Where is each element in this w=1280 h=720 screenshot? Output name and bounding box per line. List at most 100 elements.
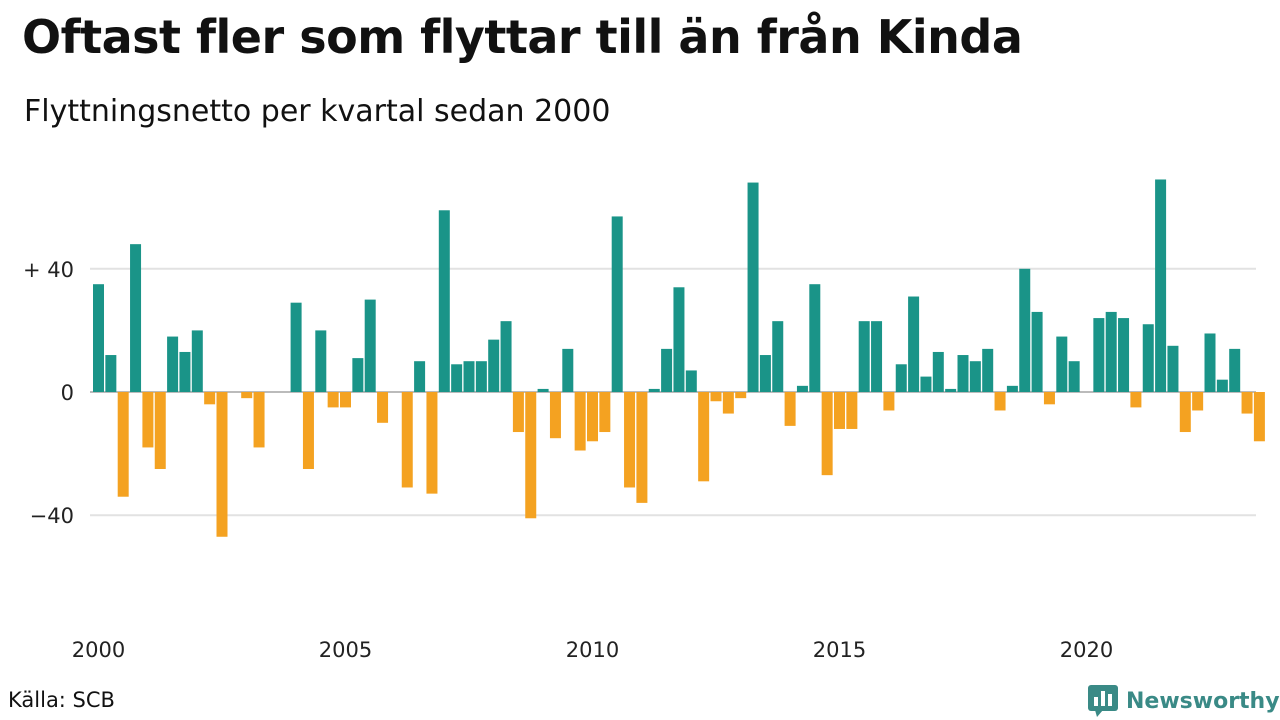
- bar-negative: [512, 392, 524, 433]
- bar-negative: [426, 392, 438, 494]
- bar-negative: [587, 392, 598, 442]
- bar-negative: [846, 392, 858, 429]
- bar-positive: [1019, 268, 1031, 392]
- bar-positive: [920, 376, 932, 392]
- brand-name: Newsworthy: [1126, 688, 1280, 714]
- bar-positive: [685, 370, 697, 392]
- bar-negative: [574, 392, 586, 451]
- bar-negative: [735, 392, 747, 399]
- bar-positive: [537, 388, 549, 392]
- bar-positive: [179, 351, 191, 392]
- grid-layer: [90, 267, 1256, 517]
- bar-negative: [142, 392, 154, 448]
- bar-positive: [1229, 348, 1241, 392]
- bar-positive: [648, 388, 660, 392]
- bar-positive: [364, 299, 376, 392]
- bar-negative: [253, 392, 265, 448]
- x-tick-label: 2015: [813, 638, 866, 662]
- bar-positive: [1167, 345, 1179, 392]
- bar-negative: [821, 392, 833, 476]
- bar-positive: [772, 321, 784, 392]
- bar-positive: [1031, 311, 1043, 392]
- bar-positive: [1204, 333, 1216, 392]
- chart-title: Oftast fler som flyttar till än från Kin…: [22, 10, 1023, 64]
- bar-positive: [796, 385, 808, 392]
- bar-positive: [908, 296, 920, 392]
- bar-negative: [327, 392, 339, 408]
- bar-negative: [1253, 392, 1265, 442]
- bar-negative: [834, 392, 845, 429]
- bar-positive: [488, 339, 500, 392]
- bar-negative: [784, 392, 796, 426]
- bar-negative: [549, 392, 561, 439]
- bar-positive: [315, 330, 327, 392]
- bar-positive: [352, 358, 364, 392]
- bar-negative: [1043, 392, 1055, 405]
- bar-positive: [661, 348, 673, 392]
- chart-subtitle: Flyttningsnetto per kvartal sedan 2000: [24, 94, 611, 129]
- bar-positive: [759, 355, 771, 392]
- bar-negative: [154, 392, 166, 469]
- bar-negative: [1241, 392, 1253, 414]
- bar-positive: [463, 361, 475, 392]
- bar-negative: [599, 392, 611, 433]
- bar-negative: [710, 392, 722, 402]
- bar-positive: [673, 287, 685, 392]
- bar-negative: [216, 392, 228, 537]
- bar-positive: [747, 182, 759, 392]
- bar-negative: [1179, 392, 1191, 433]
- bar-positive: [1118, 318, 1130, 392]
- bar-negative: [302, 392, 314, 469]
- bar-negative: [204, 392, 216, 405]
- bar-positive: [130, 244, 142, 392]
- bar-negative: [698, 392, 710, 482]
- bar-positive: [1006, 385, 1018, 392]
- bar-negative: [377, 392, 389, 423]
- bar-positive: [1216, 379, 1228, 392]
- x-tick-label: 2020: [1060, 638, 1113, 662]
- bar-negative: [883, 392, 895, 411]
- bar-positive: [93, 284, 104, 392]
- x-axis-labels: 2000 2005 2010 2015 2020: [72, 638, 1113, 662]
- y-tick-label: 0: [61, 381, 74, 405]
- brand-logo: Newsworthy: [1088, 683, 1280, 719]
- bar-positive: [895, 364, 907, 392]
- x-tick-label: 2005: [319, 638, 372, 662]
- bar-positive: [1142, 324, 1154, 392]
- bar-negative: [1192, 392, 1204, 411]
- y-tick-label: −40: [30, 504, 74, 528]
- bar-positive: [871, 321, 883, 392]
- bar-positive: [105, 355, 117, 392]
- bar-negative: [994, 392, 1006, 411]
- bar-negative: [624, 392, 636, 488]
- x-tick-label: 2000: [72, 638, 125, 662]
- bar-negative: [117, 392, 129, 497]
- bar-positive: [945, 388, 957, 392]
- bar-negative: [241, 392, 253, 399]
- bar-negative: [722, 392, 734, 414]
- source-note: Källa: SCB: [8, 688, 115, 712]
- bar-positive: [611, 216, 623, 392]
- bar-positive: [414, 361, 426, 392]
- bars-layer: [93, 179, 1265, 537]
- x-tick-label: 2010: [566, 638, 619, 662]
- bar-negative: [1130, 392, 1142, 408]
- bar-positive: [562, 348, 574, 392]
- bar-chart-logo-icon: [1088, 685, 1118, 717]
- y-axis-labels: + 40 0 −40: [23, 258, 74, 528]
- y-tick-label: + 40: [23, 258, 74, 282]
- bar-positive: [500, 321, 512, 392]
- bar-positive: [1093, 318, 1105, 392]
- bar-positive: [932, 351, 944, 392]
- bar-positive: [957, 355, 969, 392]
- bar-positive: [982, 348, 994, 392]
- bar-positive: [451, 364, 463, 392]
- bar-positive: [1155, 179, 1167, 392]
- bar-positive: [969, 361, 981, 392]
- bar-positive: [167, 336, 179, 392]
- bar-positive: [1056, 336, 1068, 392]
- bar-negative: [636, 392, 648, 503]
- bar-positive: [858, 321, 870, 392]
- bar-positive: [1068, 361, 1080, 392]
